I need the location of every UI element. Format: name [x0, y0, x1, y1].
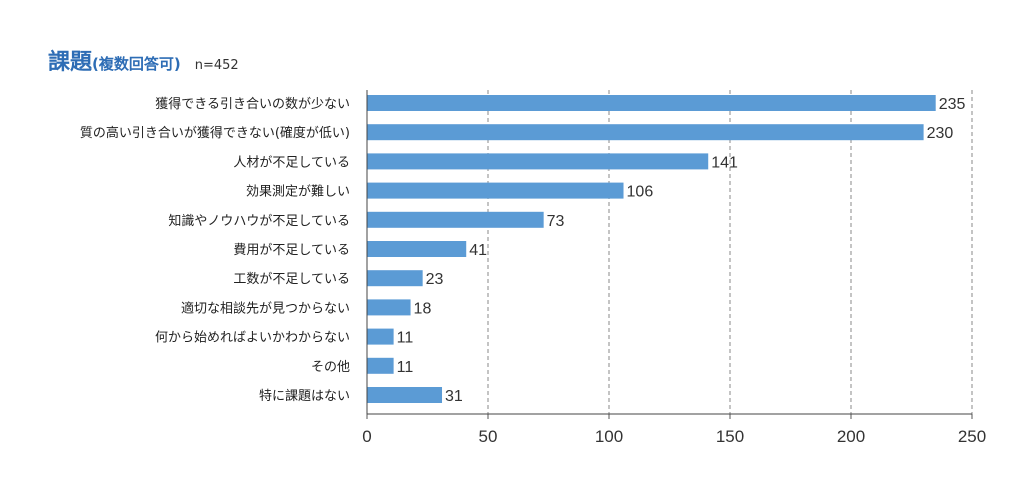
bar — [367, 270, 423, 287]
data-label: 11 — [397, 359, 414, 376]
category-label: 工数が不足している — [233, 272, 350, 287]
bar — [367, 211, 544, 228]
bar — [367, 328, 394, 345]
title-subtitle: (複数回答可) — [92, 55, 181, 73]
data-label: 141 — [711, 154, 738, 171]
data-label: 41 — [469, 242, 487, 259]
data-label: 73 — [547, 213, 565, 230]
bar — [367, 95, 936, 111]
bar — [367, 182, 624, 199]
category-label: 適切な相談先が見つからない — [181, 300, 350, 316]
x-tick-label: 200 — [837, 427, 865, 446]
x-tick-label: 250 — [958, 427, 986, 446]
category-label: 効果測定が難しい — [246, 185, 350, 200]
x-tick-label: 150 — [716, 427, 744, 446]
x-tick-label: 50 — [479, 427, 498, 446]
category-label: 知識やノウハウが不足している — [168, 213, 350, 229]
data-label: 23 — [426, 271, 444, 288]
x-tick-label: 0 — [362, 427, 371, 446]
x-tick-label: 100 — [595, 427, 623, 446]
data-label: 230 — [927, 125, 954, 142]
title-main: 課題 — [48, 50, 93, 75]
category-label: 特に課題はない — [259, 388, 350, 404]
bar — [367, 357, 394, 374]
category-label: 費用が不足している — [233, 243, 350, 258]
bar — [367, 387, 443, 403]
data-label: 31 — [445, 388, 463, 405]
sample-size: n=452 — [194, 58, 239, 73]
data-label: 106 — [627, 184, 654, 201]
category-label: 人材が不足している — [233, 155, 350, 170]
bar — [367, 299, 411, 316]
chart-title: 課題(複数回答可) n=452 — [48, 44, 239, 76]
category-label: 獲得できる引き合いの数が少ない — [155, 96, 350, 112]
category-label: 何から始めればよいかわからない — [155, 330, 350, 346]
bar — [367, 153, 709, 170]
category-label: 質の高い引き合いが獲得できない(確度が低い) — [80, 125, 350, 141]
data-label: 11 — [397, 330, 414, 347]
bar — [367, 241, 467, 257]
bar — [367, 124, 924, 141]
data-label: 18 — [414, 300, 432, 317]
data-label: 235 — [939, 96, 966, 113]
category-label: その他 — [311, 360, 350, 375]
